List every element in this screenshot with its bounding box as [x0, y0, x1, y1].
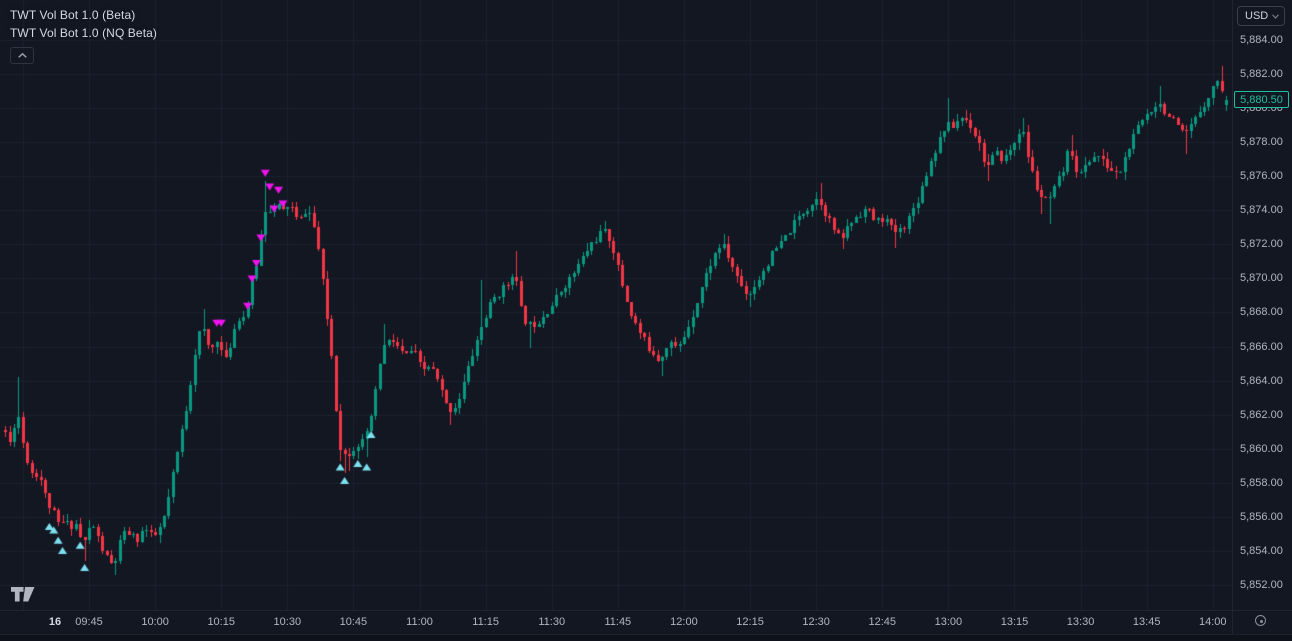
time-axis-label: 09:45: [75, 616, 103, 628]
time-axis-label: 10:30: [273, 616, 302, 628]
price-axis-label: 5,852.00: [1240, 578, 1283, 591]
time-axis-label: 13:15: [1000, 616, 1029, 628]
tradingview-logo[interactable]: [11, 587, 35, 602]
time-axis-label: 13:00: [934, 616, 963, 628]
time-axis-label: 14:00: [1199, 616, 1227, 628]
time-axis-label: 13:30: [1066, 616, 1095, 628]
currency-selector[interactable]: USD: [1237, 6, 1285, 26]
time-axis-label: 11:45: [604, 616, 632, 628]
price-axis-label: 5,854.00: [1240, 544, 1283, 557]
indicator-label-twt-vol-bot-beta[interactable]: TWT Vol Bot 1.0 (Beta): [10, 8, 136, 22]
time-axis[interactable]: 16 09:45 10:00 10:15 10:30 10:45 11:00 11:15 11…: [0, 610, 1292, 634]
price-axis-label: 5,864.00: [1240, 374, 1283, 387]
price-axis-label: 5,858.00: [1240, 476, 1283, 489]
time-axis-label: 12:30: [802, 616, 830, 628]
time-axis-label: 10:15: [207, 616, 235, 628]
time-axis-label: 12:00: [670, 616, 698, 628]
chevron-up-icon: [17, 53, 27, 58]
chevron-down-icon: [1272, 10, 1279, 22]
date-label: 16: [48, 616, 62, 628]
price-axis-label: 5,870.00: [1240, 272, 1283, 285]
price-axis-label: 5,862.00: [1240, 408, 1283, 421]
price-axis[interactable]: 5,884.00 5,882.00 5,880.00 5,878.00 5,876.00…: [1232, 0, 1292, 610]
time-axis-divider: [0, 610, 1292, 611]
gear-ring: [1255, 615, 1266, 626]
price-axis-label: 5,856.00: [1240, 510, 1283, 523]
currency-value: USD: [1245, 10, 1269, 22]
price-axis-label: 5,876.00: [1240, 170, 1283, 183]
time-axis-label: 12:45: [868, 616, 897, 628]
window-bottom-bar: [0, 634, 1292, 641]
time-axis-label: 11:00: [406, 616, 433, 628]
indicator-label-twt-vol-bot-nq-beta[interactable]: TWT Vol Bot 1.0 (NQ Beta): [10, 26, 157, 40]
price-axis-divider: [1232, 0, 1233, 634]
price-axis-label: 5,884.00: [1240, 34, 1283, 46]
time-axis-label: 11:15: [472, 616, 499, 628]
indicator-legend: TWT Vol Bot 1.0 (Beta) TWT Vol Bot 1.0 (…: [10, 6, 157, 64]
last-price-badge: 5,880.50: [1234, 91, 1289, 108]
legend-collapse-button[interactable]: [10, 47, 34, 64]
time-axis-label: 12:15: [736, 616, 764, 628]
gear-dot: [1259, 619, 1263, 623]
price-axis-label: 5,866.00: [1240, 340, 1283, 353]
price-axis-label: 5,872.00: [1240, 238, 1283, 251]
price-axis-label: 5,860.00: [1240, 442, 1283, 455]
price-axis-label: 5,868.00: [1240, 306, 1283, 319]
time-axis-label: 11:30: [538, 616, 566, 628]
gear-icon[interactable]: [1255, 615, 1268, 628]
price-axis-label: 5,882.00: [1240, 68, 1283, 81]
price-axis-label: 5,874.00: [1240, 204, 1283, 217]
price-axis-label: 5,878.00: [1240, 136, 1283, 149]
time-axis-label: 10:00: [141, 616, 169, 628]
time-axis-label: 13:45: [1132, 616, 1161, 628]
time-axis-label: 10:45: [339, 616, 368, 628]
